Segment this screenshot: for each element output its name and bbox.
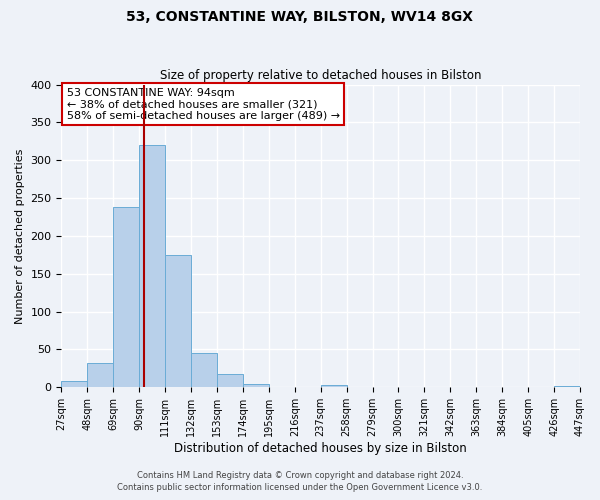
Text: 53, CONSTANTINE WAY, BILSTON, WV14 8GX: 53, CONSTANTINE WAY, BILSTON, WV14 8GX (127, 10, 473, 24)
Bar (165, 255, 191, 388)
Title: Size of property relative to detached houses in Bilston: Size of property relative to detached ho… (160, 69, 481, 82)
Bar (321, 385, 347, 388)
Bar (554, 386, 580, 388)
Bar (88, 363, 113, 388)
Bar (139, 145, 165, 388)
Text: 53 CONSTANTINE WAY: 94sqm
← 38% of detached houses are smaller (321)
58% of semi: 53 CONSTANTINE WAY: 94sqm ← 38% of detac… (67, 88, 340, 121)
X-axis label: Distribution of detached houses by size in Bilston: Distribution of detached houses by size … (175, 442, 467, 455)
Y-axis label: Number of detached properties: Number of detached properties (15, 148, 25, 324)
Bar (373, 386, 398, 388)
Bar (61, 382, 88, 388)
Bar (243, 384, 269, 388)
Bar (217, 374, 243, 388)
Text: Contains HM Land Registry data © Crown copyright and database right 2024.
Contai: Contains HM Land Registry data © Crown c… (118, 471, 482, 492)
Bar (113, 207, 139, 388)
Bar (191, 354, 217, 388)
